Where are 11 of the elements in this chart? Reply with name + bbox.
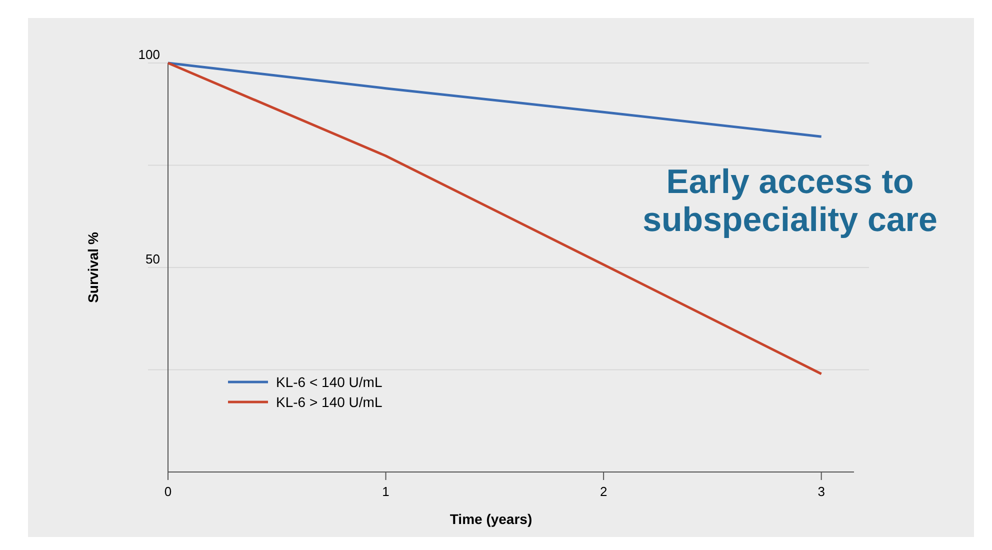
legend-label: KL-6 > 140 U/mL — [276, 394, 382, 410]
annotation: Early access to subspeciality care — [642, 163, 938, 239]
y-axis-title: Survival % — [85, 232, 101, 303]
legend-label: KL-6 < 140 U/mL — [276, 374, 382, 390]
x-tick-label: 1 — [382, 484, 390, 499]
x-axis-title: Time (years) — [450, 511, 532, 527]
x-tick-label: 2 — [600, 484, 608, 499]
y-tick-label: 100 — [138, 47, 160, 62]
x-tick-label: 3 — [818, 484, 825, 499]
y-tick-label: 50 — [146, 252, 160, 266]
x-tick-label: 0 — [164, 484, 172, 499]
